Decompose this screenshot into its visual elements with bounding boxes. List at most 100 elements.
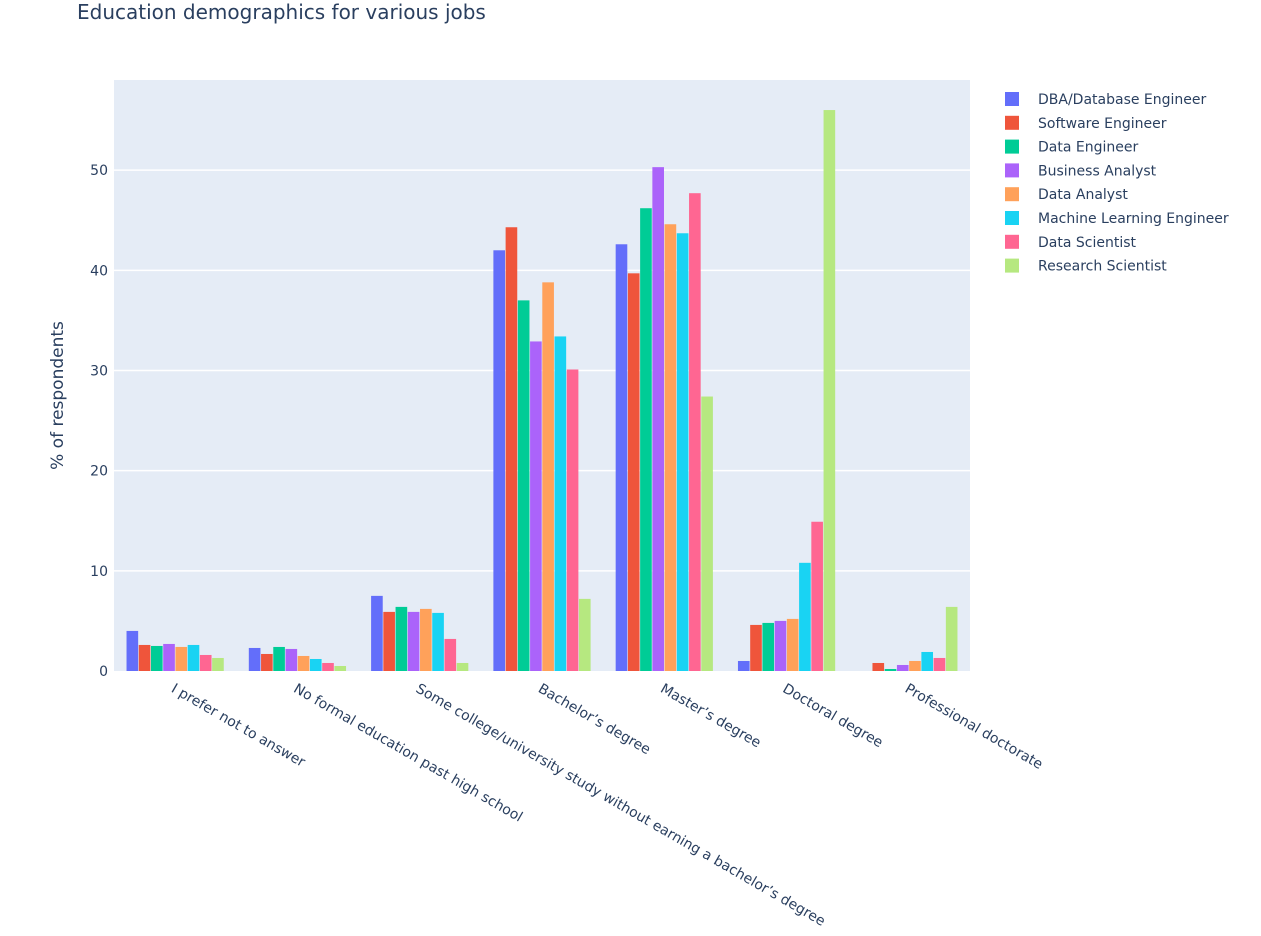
bar[interactable]	[896, 664, 909, 671]
bar[interactable]	[933, 657, 946, 671]
bar[interactable]	[640, 208, 652, 671]
legend-label: Data Engineer	[1038, 140, 1138, 156]
bar[interactable]	[273, 646, 285, 671]
bar[interactable]	[676, 233, 689, 671]
legend-swatch	[1005, 139, 1019, 154]
legend-label: Research Scientist	[1038, 259, 1167, 275]
legend-item[interactable]: Business Analyst	[1005, 163, 1157, 179]
bar[interactable]	[371, 595, 383, 671]
bar[interactable]	[615, 244, 628, 672]
bar[interactable]	[334, 665, 347, 671]
legend-label: Software Engineer	[1038, 116, 1167, 132]
bar[interactable]	[530, 341, 542, 671]
x-tick-label: Professional doctorate	[902, 681, 1045, 773]
legend-swatch	[1005, 92, 1019, 106]
bar[interactable]	[664, 224, 677, 671]
plot-background	[114, 80, 970, 671]
legend-item[interactable]: DBA/Database Engineer	[1005, 92, 1207, 108]
bar[interactable]	[945, 606, 958, 671]
bar[interactable]	[297, 655, 310, 671]
bar[interactable]	[212, 657, 224, 671]
bar[interactable]	[627, 273, 640, 671]
bar[interactable]	[199, 654, 212, 671]
legend-label: Business Analyst	[1038, 163, 1157, 179]
bar[interactable]	[750, 624, 762, 671]
bar[interactable]	[432, 612, 444, 671]
legend-label: Machine Learning Engineer	[1038, 211, 1229, 227]
bar[interactable]	[872, 662, 885, 671]
legend-item[interactable]: Software Engineer	[1005, 115, 1167, 132]
y-tick-label: 0	[99, 664, 108, 680]
bar[interactable]	[652, 167, 664, 671]
bar[interactable]	[150, 645, 163, 671]
bar[interactable]	[811, 521, 823, 671]
bar[interactable]	[322, 662, 334, 671]
y-tick-labels: 0 10 20 30 40 50	[90, 163, 108, 680]
bar[interactable]	[395, 606, 408, 671]
bar[interactable]	[909, 660, 921, 671]
bar[interactable]	[420, 608, 432, 671]
legend-label: DBA/Database Engineer	[1038, 92, 1207, 108]
bar[interactable]	[762, 622, 775, 671]
bar[interactable]	[689, 193, 701, 671]
bar[interactable]	[175, 646, 188, 671]
legend-swatch	[1005, 115, 1019, 130]
legend-swatch	[1005, 211, 1019, 225]
bar[interactable]	[285, 648, 298, 671]
bar[interactable]	[884, 668, 897, 671]
legend-item[interactable]: Data Scientist	[1005, 234, 1137, 251]
bar[interactable]	[774, 620, 787, 671]
x-tick-label: No formal education past high school	[291, 681, 525, 826]
bar[interactable]	[383, 611, 395, 671]
y-tick-label: 40	[90, 263, 108, 279]
bar[interactable]	[493, 250, 506, 671]
bar[interactable]	[248, 647, 261, 671]
y-tick-label: 10	[90, 564, 108, 580]
legend-swatch	[1005, 187, 1019, 202]
x-tick-label: Some college/university study without ea…	[413, 681, 828, 930]
bar[interactable]	[737, 660, 750, 671]
bar[interactable]	[163, 643, 175, 671]
x-tick-label: Doctoral degree	[780, 681, 886, 751]
y-tick-label: 30	[90, 363, 108, 379]
bar[interactable]	[542, 282, 554, 671]
legend[interactable]: DBA/Database Engineer Software Engineer Da…	[1005, 92, 1229, 275]
legend-item[interactable]: Machine Learning Engineer	[1005, 211, 1229, 227]
bar[interactable]	[187, 644, 200, 671]
bar[interactable]	[786, 618, 799, 671]
bar[interactable]	[921, 651, 934, 671]
bar[interactable]	[799, 562, 811, 671]
bar[interactable]	[407, 611, 420, 671]
bar[interactable]	[578, 598, 591, 671]
chart-title: Education demographics for various jobs	[77, 0, 486, 24]
legend-item[interactable]: Data Engineer	[1005, 139, 1138, 156]
bar[interactable]	[823, 110, 836, 672]
bar[interactable]	[138, 644, 151, 671]
bar[interactable]	[701, 396, 713, 671]
bar[interactable]	[444, 638, 457, 671]
legend-label: Data Analyst	[1038, 187, 1128, 203]
y-axis-title: % of respondents	[48, 321, 68, 470]
bar[interactable]	[456, 662, 469, 671]
legend-item[interactable]: Research Scientist	[1005, 258, 1167, 275]
bar[interactable]	[309, 658, 322, 671]
legend-item[interactable]: Data Analyst	[1005, 187, 1128, 203]
legend-swatch	[1005, 258, 1019, 273]
y-tick-label: 20	[90, 464, 108, 480]
bar[interactable]	[126, 630, 139, 671]
legend-swatch	[1005, 163, 1019, 178]
x-tick-label: Master’s degree	[657, 681, 763, 751]
bar[interactable]	[554, 336, 567, 671]
bars	[126, 110, 958, 672]
x-tick-label: Bachelor’s degree	[535, 681, 653, 758]
bar[interactable]	[566, 369, 579, 671]
bar[interactable]	[261, 653, 273, 671]
bar[interactable]	[517, 300, 530, 671]
y-tick-label: 50	[90, 163, 108, 179]
bar[interactable]	[505, 227, 518, 671]
legend-label: Data Scientist	[1038, 235, 1137, 251]
legend-swatch	[1005, 234, 1019, 249]
x-tick-label: I prefer not to answer	[168, 681, 308, 771]
